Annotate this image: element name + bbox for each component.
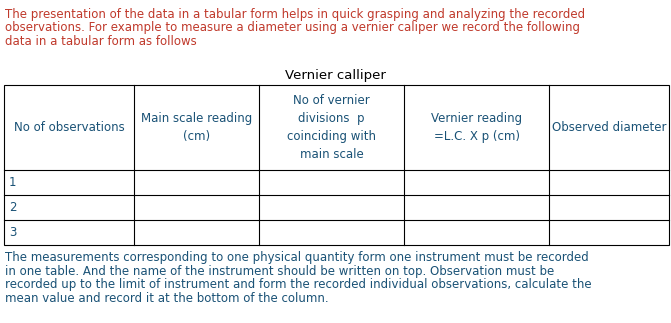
Text: mean value and record it at the bottom of the column.: mean value and record it at the bottom o…: [5, 291, 329, 305]
Text: Observed diameter: Observed diameter: [552, 121, 666, 134]
Text: 1: 1: [9, 176, 17, 189]
Text: in one table. And the name of the instrument should be written on top. Observati: in one table. And the name of the instru…: [5, 265, 554, 277]
Text: data in a tabular form as follows: data in a tabular form as follows: [5, 35, 197, 48]
Text: Vernier reading
=L.C. X p (cm): Vernier reading =L.C. X p (cm): [431, 112, 522, 143]
Text: The presentation of the data in a tabular form helps in quick grasping and analy: The presentation of the data in a tabula…: [5, 8, 585, 21]
Text: No of vernier
divisions  p
coinciding with
main scale: No of vernier divisions p coinciding wit…: [287, 94, 376, 161]
Text: The measurements corresponding to one physical quantity form one instrument must: The measurements corresponding to one ph…: [5, 251, 588, 264]
Text: Vernier calliper: Vernier calliper: [285, 69, 386, 82]
Text: Main scale reading
(cm): Main scale reading (cm): [141, 112, 252, 143]
Text: recorded up to the limit of instrument and form the recorded individual observat: recorded up to the limit of instrument a…: [5, 278, 592, 291]
Text: observations. For example to measure a diameter using a vernier caliper we recor: observations. For example to measure a d…: [5, 22, 580, 35]
Text: No of observations: No of observations: [13, 121, 124, 134]
Text: 3: 3: [9, 226, 16, 239]
Text: 2: 2: [9, 201, 17, 214]
Bar: [4, 85, 669, 245]
